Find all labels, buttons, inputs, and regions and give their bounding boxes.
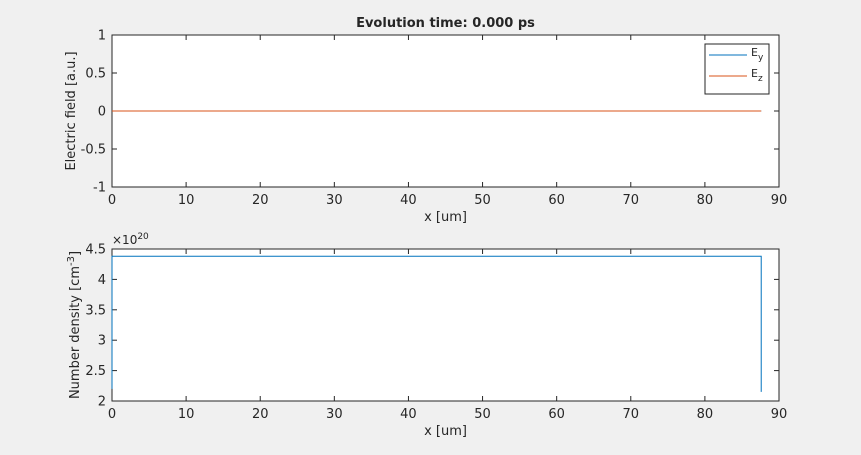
x-tick-label: 0 [108,193,116,208]
legend-entry-subscript: z [758,74,763,84]
x-axis-label: x [um] [424,424,467,439]
x-tick-label: 50 [474,193,491,208]
y-axis-label-superscript: -3 [66,256,77,266]
y-axis-label: Electric field [a.u.] [64,51,79,170]
x-tick-label: 10 [178,193,195,208]
y-axis-label: Number density [cm-3] [66,251,83,399]
axes-electric-field: 0 10 20 30 40 50 60 70 80 90 -1 -0.5 0 0.5 1 x [um] Elec… [64,29,787,226]
y-axis-exponent-power: 20 [137,232,149,242]
x-tick-label: 40 [400,193,417,208]
x-tick-label: 30 [326,407,343,422]
y-tick-label: 0.5 [85,67,106,82]
x-axis-label: x [um] [424,210,467,225]
y-tick-label: -0.5 [81,143,106,158]
x-tick-label: 40 [400,407,417,422]
x-tick-label: 20 [252,193,269,208]
plot-area [111,248,780,402]
x-tick-label: 70 [623,407,640,422]
y-tick-label: -1 [93,181,106,196]
y-tick-label: 3.5 [85,303,106,318]
legend-entry-subscript: y [758,53,764,63]
x-tick-label: 30 [326,193,343,208]
legend-box [704,43,770,95]
x-tick-label: 80 [697,193,714,208]
x-tick-label: 60 [548,407,565,422]
y-tick-label: 3 [98,334,106,349]
y-axis-exponent-base: ×10 [112,233,137,247]
x-tick-label: 80 [697,407,714,422]
legend-entry-name: E [751,46,758,59]
y-tick-label: 2.5 [85,364,106,379]
y-tick-label: 4 [98,273,106,288]
x-tick-label: 0 [108,407,116,422]
y-axis-exponent: ×1020 [112,232,149,247]
x-tick-label: 50 [474,407,491,422]
legend-entry-label: Ey [751,46,764,63]
y-axis-label-text: Electric field [a.u.] [64,51,79,170]
series-line-0 [111,255,762,392]
y-axis-label-suffix: ] [68,251,83,256]
x-tick-label: 90 [771,193,788,208]
figure-title: Evolution time: 0.000 ps [356,16,535,31]
x-tick-label: 20 [252,407,269,422]
y-tick-label: 1 [98,29,106,44]
y-tick-label: 2 [98,395,106,410]
x-tick-label: 60 [548,193,565,208]
x-tick-label: 90 [771,407,788,422]
legend-entry-label: Ez [751,67,763,84]
x-tick-label: 70 [623,193,640,208]
y-tick-label: 4.5 [85,243,106,258]
x-tick-label: 10 [178,407,195,422]
axes-number-density: 0 10 20 30 40 50 60 70 80 90 2 2.5 3 3.5 4 4.5 x [um] Num… [66,232,787,439]
y-tick-label: 0 [98,105,106,120]
legend-entry-name: E [751,67,758,80]
y-axis-label-text: Number density [cm [68,266,83,399]
